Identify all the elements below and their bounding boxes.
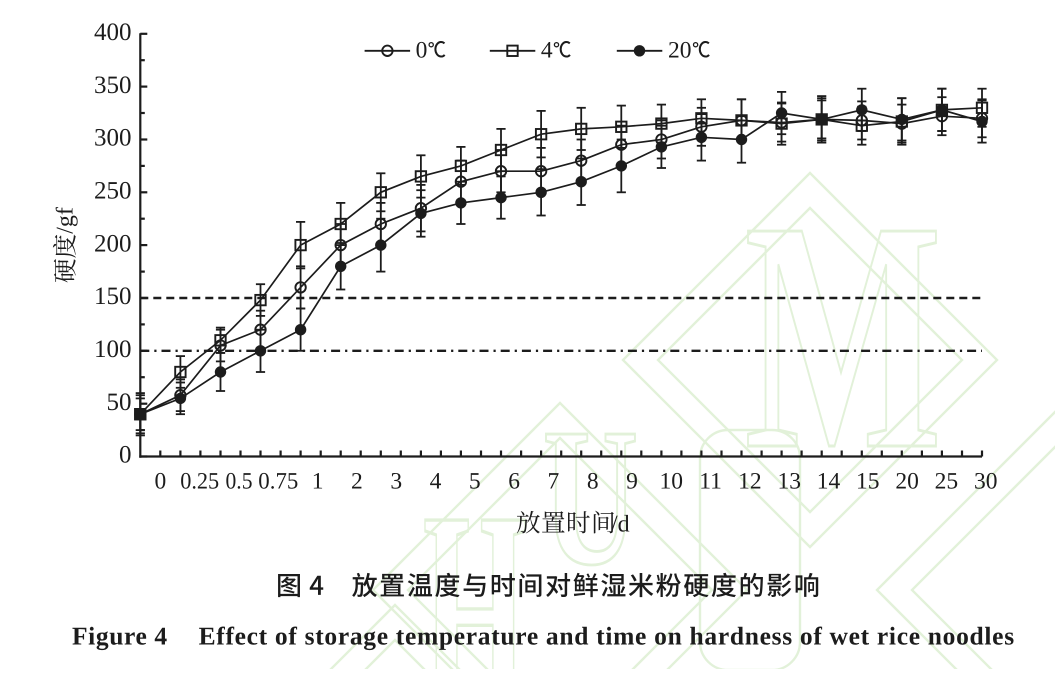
svg-text:5: 5	[469, 468, 481, 494]
svg-text:11: 11	[699, 468, 722, 494]
svg-text:14: 14	[817, 468, 841, 494]
svg-text:0: 0	[416, 37, 428, 63]
svg-text:2: 2	[351, 468, 363, 494]
svg-text:/gf: /gf	[53, 207, 79, 234]
svg-text:3: 3	[390, 468, 402, 494]
svg-text:9: 9	[626, 468, 638, 494]
svg-text:200: 200	[94, 230, 132, 257]
svg-text:1: 1	[312, 468, 324, 494]
svg-text:13: 13	[777, 468, 801, 494]
svg-text:0.5: 0.5	[226, 468, 253, 494]
svg-text:25: 25	[935, 468, 959, 494]
svg-text:250: 250	[94, 178, 132, 205]
svg-text:20: 20	[668, 37, 692, 63]
svg-text:4: 4	[541, 37, 553, 63]
svg-text:Figure 4: Figure 4	[72, 622, 168, 651]
svg-text:0: 0	[155, 468, 167, 494]
svg-text:30: 30	[974, 468, 998, 494]
svg-text:8: 8	[587, 468, 599, 494]
svg-text:0.25: 0.25	[180, 468, 219, 494]
svg-text:15: 15	[856, 468, 880, 494]
svg-text:100: 100	[94, 336, 132, 363]
svg-text:400: 400	[94, 19, 132, 46]
svg-text:4: 4	[430, 468, 442, 494]
svg-text:/d: /d	[611, 512, 630, 538]
svg-text:300: 300	[94, 125, 132, 152]
svg-text:0.75: 0.75	[258, 468, 298, 494]
svg-text:50: 50	[107, 389, 132, 416]
svg-text:350: 350	[94, 72, 132, 99]
svg-text:0: 0	[119, 442, 132, 469]
svg-text:10: 10	[660, 468, 684, 494]
svg-text:12: 12	[738, 468, 762, 494]
svg-text:Effect of storage temperature: Effect of storage temperature and time o…	[199, 622, 1015, 651]
svg-text:7: 7	[548, 468, 560, 494]
svg-text:6: 6	[508, 468, 520, 494]
svg-text:20: 20	[895, 468, 919, 494]
svg-text:150: 150	[94, 283, 132, 310]
